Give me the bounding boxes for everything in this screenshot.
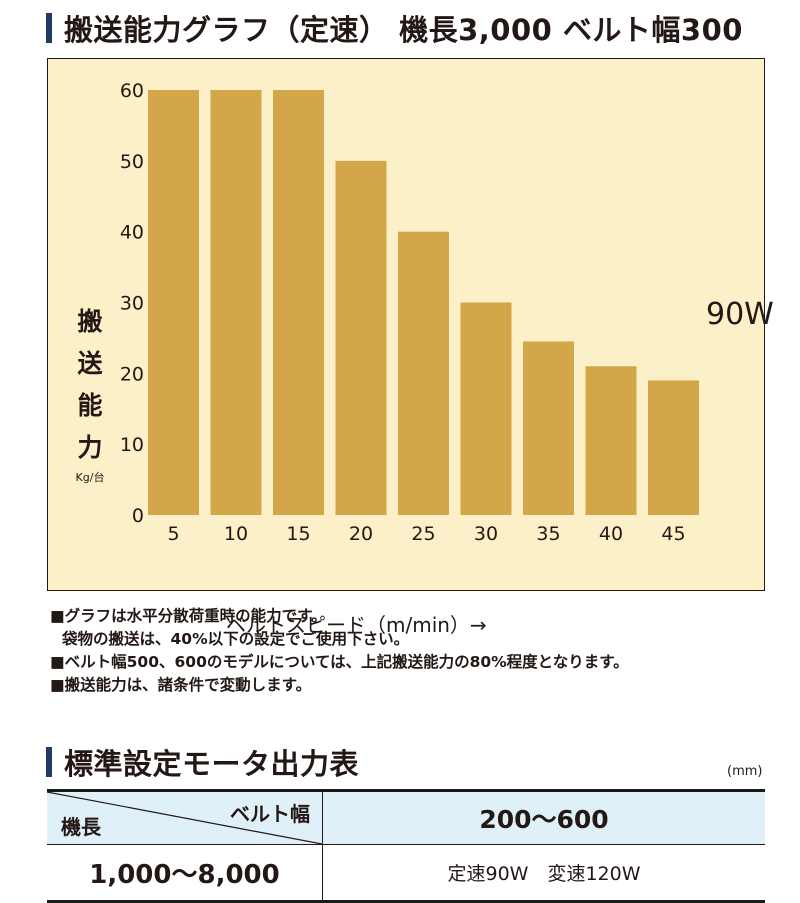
x-tick-label: 40 <box>599 523 623 545</box>
x-tick-label: 25 <box>411 523 435 545</box>
y-axis-label: 搬 送 能 力 Kg/台 <box>72 301 108 485</box>
chart-panel: 0 10 20 30 40 50 60 5 10 15 20 25 30 35 40 45 搬 送 能 力 … <box>47 58 774 637</box>
x-tick-label: 45 <box>661 523 685 545</box>
bar <box>585 366 637 515</box>
note-line: ■ベルト幅500、600のモデルについては、上記搬送能力の80%程度となります。 <box>50 653 629 671</box>
x-tick-label: 15 <box>286 523 310 545</box>
note-line: ■グラフは水平分散荷重時の能力です。 <box>50 607 327 625</box>
table-title: 標準設定モータ出力表 <box>64 747 360 781</box>
row-machine-length: 1,000～8,000 <box>47 844 323 903</box>
bar <box>460 302 512 515</box>
y-axis-label-char: 力 <box>77 433 103 462</box>
motor-output-table: ベルト幅 機長 200～600 1,000～8,000 定速90W 変速120W <box>46 789 765 903</box>
bar <box>648 380 699 515</box>
y-tick-label: 40 <box>120 222 144 244</box>
y-axis-label-char: 搬 <box>77 307 103 336</box>
chart-section-heading: 搬送能力グラフ（定速） 機長3,000 ベルト幅300 <box>46 8 743 48</box>
chart-title: 搬送能力グラフ（定速） 機長3,000 ベルト幅300 <box>64 13 743 47</box>
y-tick-label: 60 <box>120 80 144 102</box>
x-tick-label: 35 <box>536 523 560 545</box>
x-tick-label: 20 <box>349 523 373 545</box>
y-tick-label: 0 <box>132 505 144 527</box>
notes-block: ■グラフは水平分散荷重時の能力です。 袋物の搬送は、40%以下の設定でご使用下さ… <box>50 605 629 697</box>
heading-accent-bar <box>46 747 52 777</box>
bar <box>210 90 262 515</box>
header-corner-cell: ベルト幅 機長 <box>46 789 323 845</box>
row-motor-output: 定速90W 変速120W <box>322 844 765 903</box>
note-line: 袋物の搬送は、40%以下の設定でご使用下さい。 <box>62 630 410 648</box>
bar <box>273 90 324 515</box>
x-tick-label: 10 <box>224 523 248 545</box>
y-axis-label-char: 能 <box>77 391 103 420</box>
y-axis-unit: Kg/台 <box>75 471 105 484</box>
heading-accent-bar <box>46 13 52 43</box>
bar <box>523 341 574 515</box>
y-tick-label: 10 <box>120 434 144 456</box>
bar <box>148 90 199 515</box>
x-tick-label: 30 <box>474 523 498 545</box>
header-belt-range: 200～600 <box>322 789 765 845</box>
bar <box>398 231 449 515</box>
y-tick-label: 20 <box>120 363 144 385</box>
header-machine-length: 機長 <box>61 815 101 839</box>
header-belt-width: ベルト幅 <box>230 802 310 826</box>
y-tick-label: 30 <box>120 293 144 315</box>
y-axis-label-char: 送 <box>77 349 103 378</box>
note-line: ■搬送能力は、諸条件で変動します。 <box>50 676 312 694</box>
bar <box>335 160 387 515</box>
x-axis-label: ベルトスピード（m/min）→ <box>226 613 487 637</box>
x-tick-label: 5 <box>167 523 179 545</box>
motor-watt-annotation: 90W <box>706 297 774 332</box>
table-row: 1,000～8,000 定速90W 変速120W <box>47 844 765 903</box>
corner-cell-diagonal <box>46 791 323 845</box>
y-tick-label: 50 <box>120 151 144 173</box>
bar-chart: 0 10 20 30 40 50 60 5 10 15 20 25 30 35 40 45 <box>120 80 699 545</box>
table-section-heading: 標準設定モータ出力表 <box>46 742 359 782</box>
table-header-row: ベルト幅 機長 200～600 <box>46 789 765 845</box>
unit-label: (mm) <box>727 764 763 779</box>
